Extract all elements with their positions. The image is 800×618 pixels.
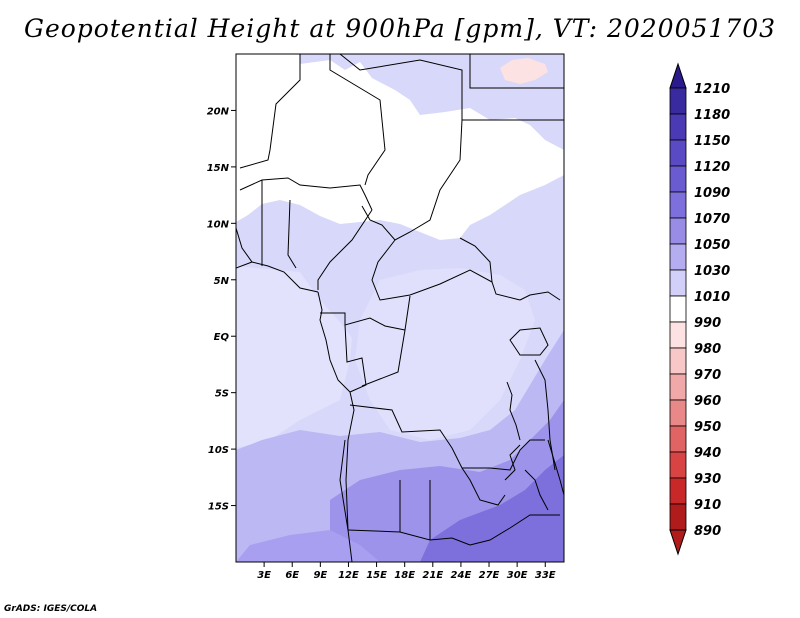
x-tick-label: 21E (422, 570, 443, 581)
colorbar-label: 980 (694, 342, 721, 357)
colorbar-swatch (669, 477, 687, 505)
border-line (239, 177, 373, 211)
y-tick-label: 5N (214, 276, 230, 287)
x-tick-label: 9E (313, 570, 327, 581)
colorbar-swatch (669, 451, 687, 479)
x-tick-label: 6E (285, 570, 299, 581)
colorbar-swatch (669, 191, 687, 219)
colorbar-swatch (669, 399, 687, 427)
border-line (504, 444, 521, 481)
grads-credit: GrADS: IGES/COLA (4, 604, 98, 614)
field-congo (355, 268, 535, 440)
colorbar-label: 1210 (694, 82, 730, 97)
border-line (519, 291, 561, 301)
border-line (361, 119, 463, 241)
border-line (506, 381, 521, 441)
colorbar-swatch (669, 113, 687, 141)
colorbar-label: 910 (694, 498, 721, 513)
colorbar-label: 1120 (694, 160, 730, 175)
colorbar-label: 950 (694, 420, 721, 435)
border-line (459, 237, 493, 283)
border-line (371, 239, 521, 301)
y-tick-label: 10N (207, 219, 230, 230)
colorbar-swatch (669, 269, 687, 297)
border-line (339, 439, 349, 531)
x-tick-label: 18E (394, 570, 415, 581)
colorbar-label: 940 (694, 446, 721, 461)
colorbar-swatch (669, 165, 687, 193)
x-tick-label: 27E (479, 570, 500, 581)
border-line (461, 467, 506, 506)
colorbar-swatch (669, 243, 687, 271)
coastline (236, 261, 253, 269)
y-tick-label: 5S (215, 389, 229, 400)
border-line (339, 54, 463, 120)
field-1070-1090 (420, 455, 564, 562)
border-line (534, 359, 556, 471)
borders (236, 54, 564, 562)
map-field (236, 54, 564, 562)
colorbar-label: 960 (694, 394, 721, 409)
border-line (287, 199, 297, 269)
colorbar-bottom-cap (669, 529, 687, 556)
border-line (361, 329, 406, 387)
y-tick-label: 15S (208, 502, 229, 513)
border-line (317, 209, 373, 290)
border-line (509, 327, 549, 356)
border-line (344, 324, 367, 393)
coastline (547, 439, 564, 496)
y-tick-label: 10S (208, 445, 229, 456)
field-pink-patch (500, 58, 548, 84)
y-tick-label: EQ (214, 332, 230, 343)
colorbar: 1210 1180 1150 1120 1090 1070 1050 1030 1010 990 9… (669, 62, 730, 556)
x-tick-label: 3E (257, 570, 271, 581)
border-line (329, 54, 386, 186)
x-tick-label: 30E (507, 570, 528, 581)
colorbar-swatch (669, 503, 687, 531)
colorbar-label: 1030 (694, 264, 730, 279)
colorbar-swatch (669, 87, 687, 115)
field-1050-1070-sw (236, 530, 380, 562)
border-line (469, 514, 560, 546)
colorbar-label: 1150 (694, 134, 730, 149)
x-tick-label: 15E (366, 570, 387, 581)
coastline (317, 291, 355, 562)
border-line (239, 54, 301, 169)
coastline (236, 227, 319, 293)
x-tick-label: 24E (451, 570, 472, 581)
border-line (489, 439, 545, 471)
colorbar-swatch (669, 217, 687, 245)
colorbar-label: 930 (694, 472, 721, 487)
map-frame (235, 53, 565, 563)
colorbar-label: 1070 (694, 212, 730, 227)
colorbar-label: 1010 (694, 290, 730, 305)
border-line (469, 54, 564, 89)
colorbar-swatch (669, 295, 687, 323)
y-axis: 20N 15N 10N 5N EQ 5S 10S 15S (207, 106, 236, 513)
colorbar-swatch (669, 425, 687, 453)
colorbar-label: 1180 (694, 108, 730, 123)
colorbar-label: 970 (694, 368, 721, 383)
colorbar-label: 890 (694, 524, 721, 539)
border-line (524, 469, 549, 511)
x-tick-label: 12E (338, 570, 359, 581)
colorbar-swatch (669, 347, 687, 375)
field-guinea (236, 266, 352, 448)
colorbar-label: 1050 (694, 238, 730, 253)
colorbar-swatch (669, 139, 687, 167)
x-tick-label: 33E (535, 570, 556, 581)
colorbar-swatch (669, 321, 687, 349)
colorbar-label: 990 (694, 316, 721, 331)
colorbar-swatch (669, 373, 687, 401)
field-white-north-2 (236, 54, 300, 85)
colorbar-top-cap (669, 62, 687, 89)
chart-title: Geopotential Height at 900hPa [gpm], VT:… (23, 14, 777, 43)
y-tick-label: 15N (207, 163, 230, 174)
field-white-north (236, 54, 564, 240)
colorbar-label: 1090 (694, 186, 730, 201)
y-tick-label: 20N (207, 106, 230, 117)
x-axis: 3E 6E 9E 12E 15E 18E 21E 24E 27E 30E 33E (257, 562, 556, 581)
